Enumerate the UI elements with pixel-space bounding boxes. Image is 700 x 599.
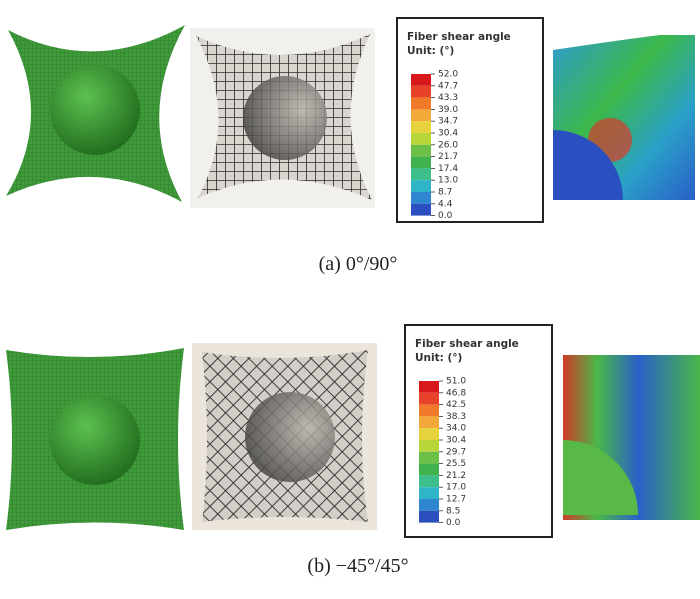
- legend-label: 21.7: [438, 152, 458, 162]
- legend-box: [396, 17, 544, 223]
- legend-label: 42.5: [446, 400, 466, 410]
- legend-swatch: [411, 180, 431, 192]
- legend-label: 26.0: [438, 140, 458, 150]
- legend-label: 38.3: [446, 412, 466, 422]
- dome: [245, 392, 335, 482]
- legend-swatch: [411, 168, 431, 181]
- legend-swatch: [411, 97, 431, 110]
- legend-swatch: [411, 192, 431, 204]
- legend-swatch: [419, 392, 439, 405]
- legend-swatch: [419, 487, 439, 499]
- legend-swatch: [411, 74, 431, 86]
- legend-label: 12.7: [446, 495, 466, 505]
- legend-label: 39.0: [438, 105, 458, 115]
- caption: (a) 0°/90°: [319, 253, 398, 275]
- legend-label: 8.5: [446, 506, 460, 516]
- contour-dome: [563, 440, 638, 515]
- legend-swatch: [419, 451, 439, 464]
- legend-swatch: [419, 381, 439, 393]
- caption: (b) −45°/45°: [307, 555, 408, 577]
- legend-label: 4.4: [438, 199, 453, 209]
- legend-label: 13.0: [438, 176, 458, 186]
- legend-label: 47.7: [438, 81, 458, 91]
- legend-label: 52.0: [438, 70, 458, 80]
- legend-swatch: [419, 440, 439, 452]
- legend-label: 29.7: [446, 447, 466, 457]
- legend-swatch: [419, 416, 439, 429]
- legend-label: 25.5: [446, 459, 466, 469]
- legend-label: 0.0: [446, 518, 461, 528]
- legend-swatch: [419, 510, 439, 523]
- legend-label: 8.7: [438, 188, 452, 198]
- legend-label: 46.8: [446, 388, 466, 398]
- legend-label: 17.0: [446, 483, 466, 493]
- legend-swatch: [419, 404, 439, 417]
- legend-swatch: [419, 475, 439, 488]
- dome: [243, 76, 327, 160]
- contour-dome: [553, 130, 623, 200]
- legend-swatch: [411, 121, 431, 133]
- legend-label: 34.0: [446, 424, 466, 434]
- legend-unit: Unit: (°): [407, 45, 454, 57]
- legend-swatch: [411, 85, 431, 98]
- dome: [50, 395, 140, 485]
- legend-title: Fiber shear angle: [407, 31, 511, 43]
- legend-box: [404, 324, 553, 538]
- legend-swatch: [419, 428, 439, 440]
- legend-swatch: [411, 109, 431, 122]
- legend-swatch: [411, 156, 431, 169]
- legend-label: 21.2: [446, 471, 466, 481]
- legend-swatch: [411, 203, 431, 216]
- legend-swatch: [419, 463, 439, 476]
- legend-swatch: [411, 144, 431, 157]
- legend-label: 17.4: [438, 164, 458, 174]
- legend-label: 43.3: [438, 93, 458, 103]
- legend-label: 51.0: [446, 377, 466, 387]
- legend-label: 0.0: [438, 211, 453, 221]
- legend-label: 30.4: [438, 129, 458, 139]
- legend-swatch: [411, 133, 431, 145]
- legend-unit: Unit: (°): [415, 352, 462, 364]
- dome: [50, 65, 140, 155]
- legend-label: 34.7: [438, 117, 458, 127]
- legend-swatch: [419, 499, 439, 511]
- legend-label: 30.4: [446, 436, 466, 446]
- legend-title: Fiber shear angle: [415, 338, 519, 350]
